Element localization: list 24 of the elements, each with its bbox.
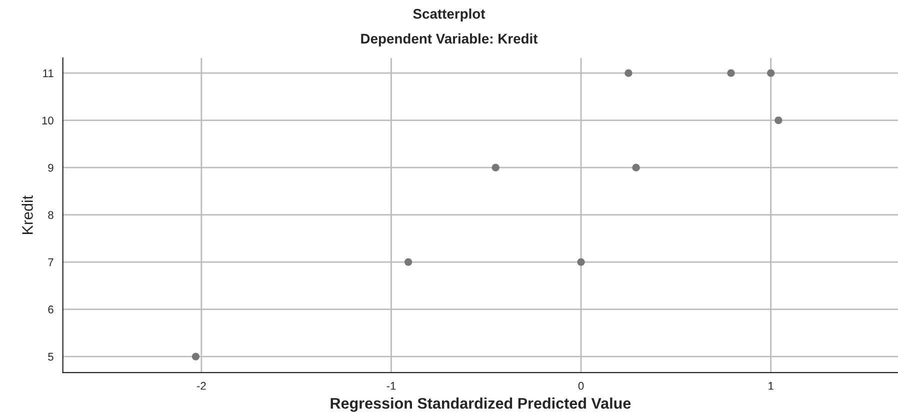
point <box>404 258 412 266</box>
y-tick-label: 6 <box>48 306 54 314</box>
y-tick-label: 5 <box>48 352 54 361</box>
point <box>624 69 632 77</box>
x-tick-label: -2 <box>196 382 206 390</box>
point <box>632 164 640 172</box>
y-axis-title: Kredit <box>22 195 33 234</box>
point <box>767 69 775 77</box>
y-tick-label: 11 <box>43 69 54 78</box>
point <box>577 258 585 266</box>
y-tick-label: 7 <box>48 258 54 266</box>
x-tick-label: 1 <box>768 382 774 390</box>
chart-title: Scatterplot <box>413 8 486 22</box>
x-axis-title: Regression Standardized Predicted Value <box>330 398 631 412</box>
point <box>727 69 735 77</box>
y-tick-label: 8 <box>48 211 54 219</box>
y-tick-label: 9 <box>48 164 54 172</box>
x-tick-label: -1 <box>386 382 396 390</box>
point <box>774 116 782 124</box>
y-tick-label: 10 <box>42 116 54 124</box>
chart-subtitle: Dependent Variable: Kredit <box>361 33 538 46</box>
point <box>492 164 500 172</box>
x-tick-label: 0 <box>578 382 584 390</box>
point <box>192 352 200 360</box>
